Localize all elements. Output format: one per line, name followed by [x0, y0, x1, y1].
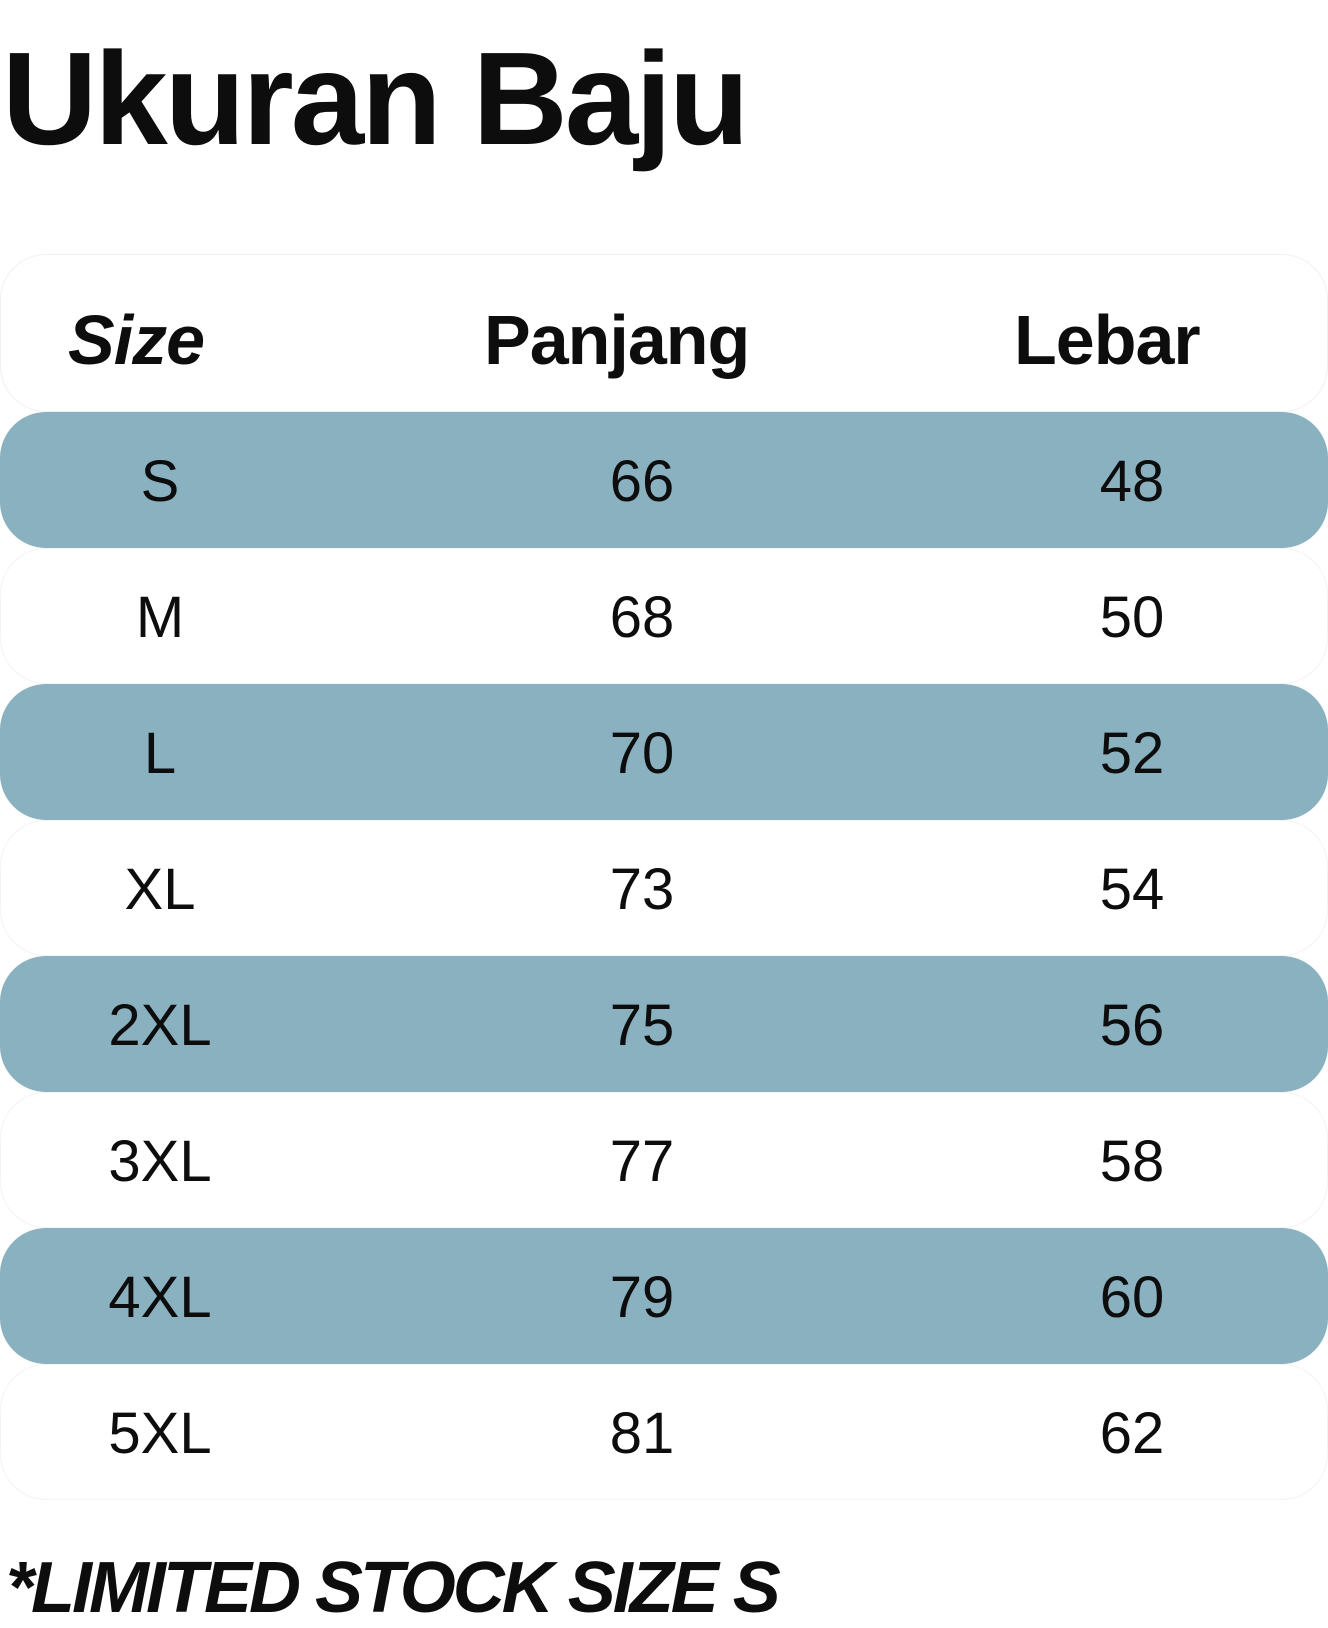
cell-panjang: 81 — [609, 1401, 675, 1466]
cell-lebar: 56 — [1099, 993, 1165, 1058]
cell-size: L — [143, 721, 177, 786]
table-row: 2XL 75 56 — [0, 956, 1328, 1092]
table-row: 4XL 79 60 — [0, 1228, 1328, 1364]
table-row: M 68 50 — [0, 548, 1328, 684]
table-row: XL 73 54 — [0, 820, 1328, 956]
cell-panjang: 75 — [609, 993, 675, 1058]
cell-panjang: 79 — [609, 1265, 675, 1330]
header-lebar: Lebar — [1014, 301, 1201, 379]
cell-lebar: 62 — [1099, 1401, 1165, 1466]
cell-panjang: 70 — [609, 721, 675, 786]
table-row: S 66 48 — [0, 412, 1328, 548]
cell-lebar: 54 — [1099, 857, 1165, 922]
table-row: 5XL 81 62 — [0, 1364, 1328, 1500]
header-panjang: Panjang — [484, 301, 750, 379]
cell-panjang: 66 — [609, 449, 675, 514]
cell-panjang: 77 — [609, 1129, 675, 1194]
table-header-row: Size Panjang Lebar — [0, 254, 1328, 412]
cell-lebar: 60 — [1099, 1265, 1165, 1330]
table-row: L 70 52 — [0, 684, 1328, 820]
size-table: Size Panjang Lebar S 66 48 M 68 50 L 70 … — [0, 254, 1328, 1500]
cell-lebar: 52 — [1099, 721, 1165, 786]
cell-size: 3XL — [108, 1129, 212, 1194]
cell-size: M — [135, 585, 185, 650]
cell-size: 5XL — [108, 1401, 212, 1466]
cell-size: 4XL — [108, 1265, 212, 1330]
cell-lebar: 58 — [1099, 1129, 1165, 1194]
header-size: Size — [68, 301, 205, 379]
cell-lebar: 48 — [1099, 449, 1165, 514]
cell-panjang: 73 — [609, 857, 675, 922]
cell-size: S — [140, 449, 180, 514]
limited-stock-note: *LIMITED STOCK SIZE S — [6, 1548, 781, 1628]
cell-size: XL — [124, 857, 196, 922]
cell-size: 2XL — [108, 993, 212, 1058]
page-title: Ukuran Baju — [2, 25, 749, 172]
cell-panjang: 68 — [609, 585, 675, 650]
table-row: 3XL 77 58 — [0, 1092, 1328, 1228]
cell-lebar: 50 — [1099, 585, 1165, 650]
